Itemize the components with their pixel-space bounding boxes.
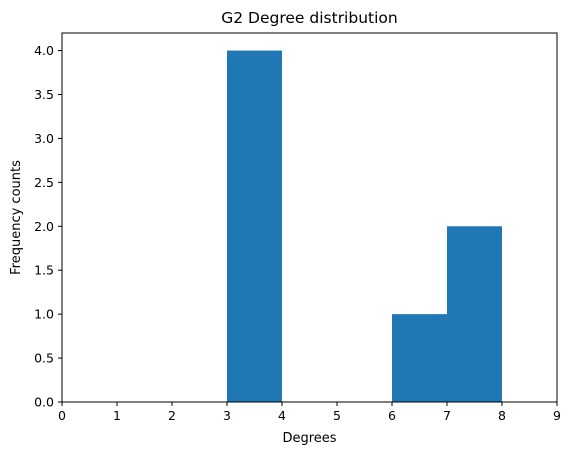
y-tick-label-6: 3.0 <box>34 131 54 146</box>
x-tick-label-0: 0 <box>58 408 66 423</box>
x-tick-label-3: 3 <box>223 408 231 423</box>
y-tick-label-8: 4.0 <box>34 43 54 58</box>
x-tick-label-4: 4 <box>278 408 286 423</box>
ticks-layer: 0 1 2 3 4 5 6 7 8 9 0.0 0.5 1.0 1.5 2.0 2.5 3.0 3.5 4.0 <box>34 43 561 423</box>
y-tick-label-4: 2.0 <box>34 219 54 234</box>
histogram-bar-2 <box>447 226 502 402</box>
x-tick-label-7: 7 <box>443 408 451 423</box>
x-tick-label-9: 9 <box>553 408 561 423</box>
histogram-bar-0 <box>227 50 282 402</box>
y-tick-label-5: 2.5 <box>34 175 54 190</box>
x-tick-label-6: 6 <box>388 408 396 423</box>
x-tick-label-5: 5 <box>333 408 341 423</box>
y-axis-title: Frequency counts <box>9 160 24 275</box>
y-tick-label-0: 0.0 <box>34 395 54 410</box>
x-axis-title: Degrees <box>282 431 336 446</box>
y-tick-label-7: 3.5 <box>34 87 54 102</box>
histogram-bar-1 <box>392 314 447 402</box>
chart-title: G2 Degree distribution <box>221 9 397 27</box>
x-tick-label-8: 8 <box>498 408 506 423</box>
plot-frame <box>61 32 558 403</box>
y-tick-label-1: 0.5 <box>34 351 54 366</box>
x-tick-label-2: 2 <box>168 408 176 423</box>
bars-layer <box>227 50 502 402</box>
x-tick-label-1: 1 <box>113 408 121 423</box>
y-tick-label-2: 1.0 <box>34 307 54 322</box>
y-tick-label-3: 1.5 <box>34 263 54 278</box>
